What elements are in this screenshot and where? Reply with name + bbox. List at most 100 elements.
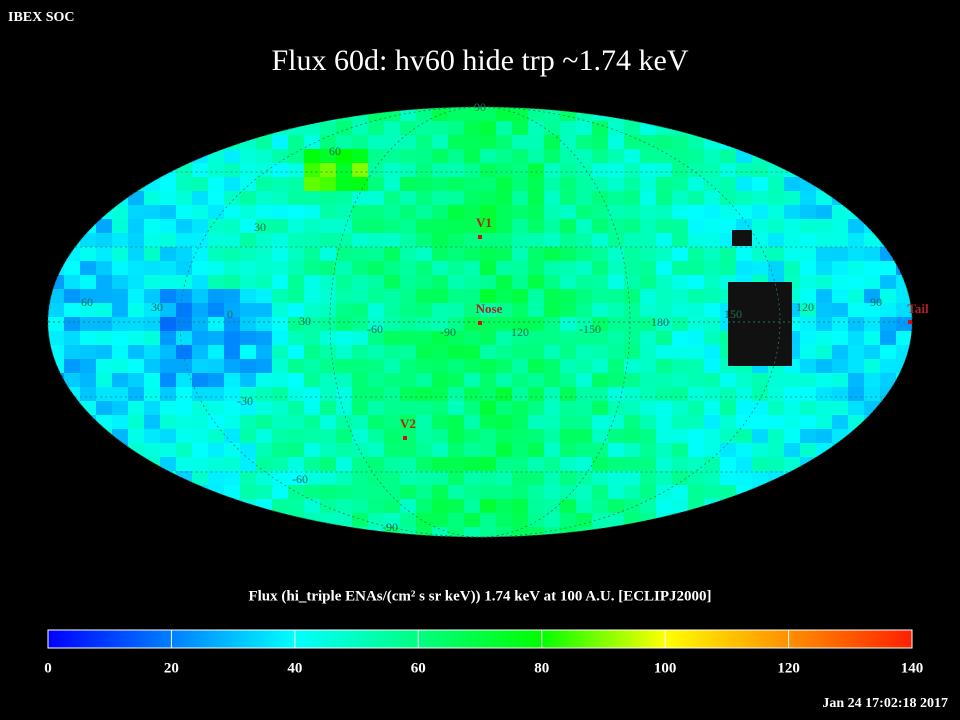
sky-pixel [592,457,608,471]
sky-pixel [320,359,336,373]
sky-pixel [368,135,384,149]
sky-pixel [48,485,64,499]
sky-pixel [528,177,544,191]
sky-pixel [784,121,800,135]
sky-pixel [96,191,112,205]
sky-pixel [352,387,368,401]
sky-pixel [704,233,720,247]
sky-pixel [416,303,432,317]
grid-label: 60 [81,295,93,309]
sky-pixel [704,527,720,537]
sky-pixel [208,373,224,387]
sky-pixel [624,247,640,261]
grid-label: 180 [651,315,669,329]
sky-pixel [192,359,208,373]
sky-pixel [224,485,240,499]
sky-pixel [368,457,384,471]
sky-pixel [272,275,288,289]
sky-pixel [752,513,768,527]
sky-pixel [592,401,608,415]
sky-pixel [576,527,592,537]
sky-pixel [672,247,688,261]
sky-pixel [672,219,688,233]
sky-pixel [320,163,336,177]
grid-label: -90 [382,520,398,534]
sky-pixel [848,443,864,457]
sky-pixel [736,401,752,415]
sky-pixel [384,513,400,527]
colorbar-tick-label: 120 [777,660,800,676]
marker-label: Tail [907,301,929,316]
sky-pixel [240,163,256,177]
sky-pixel [128,247,144,261]
sky-pixel [576,443,592,457]
sky-pixel [768,429,784,443]
sky-pixel [320,415,336,429]
grid-label: 90 [870,295,882,309]
sky-pixel [448,303,464,317]
sky-pixel [688,289,704,303]
sky-pixel [816,457,832,471]
sky-pixel [608,261,624,275]
sky-pixel [544,443,560,457]
sky-pixel [672,289,688,303]
sky-pixel [288,429,304,443]
sky-pixel [624,233,640,247]
sky-pixel [784,247,800,261]
sky-pixel [272,317,288,331]
sky-pixel [496,527,512,537]
sky-pixel [784,107,800,121]
sky-pixel [896,121,912,135]
sky-pixel [560,345,576,359]
sky-pixel [336,289,352,303]
grid-label: 30 [151,300,163,314]
sky-pixel [320,121,336,135]
sky-pixel [96,303,112,317]
sky-pixel [832,163,848,177]
sky-pixel [304,387,320,401]
sky-pixel [336,219,352,233]
sky-pixel [128,149,144,163]
sky-pixel [496,443,512,457]
sky-pixel [256,527,272,537]
sky-pixel [864,317,880,331]
sky-pixel [528,499,544,513]
sky-pixel [176,289,192,303]
sky-pixel [496,485,512,499]
sky-pixel [192,387,208,401]
sky-pixel [288,457,304,471]
sky-pixel [800,149,816,163]
sky-pixel [768,457,784,471]
sky-pixel [656,415,672,429]
sky-pixel [288,443,304,457]
sky-pixel [464,289,480,303]
colorbar-tick-label: 100 [654,660,677,676]
sky-pixel [864,527,880,537]
sky-pixel [448,107,464,121]
sky-pixel [672,499,688,513]
sky-pixel [464,527,480,537]
sky-pixel [176,345,192,359]
sky-pixel [336,345,352,359]
sky-pixel [544,429,560,443]
sky-pixel [48,233,64,247]
marker-label: V1 [476,215,492,230]
sky-pixel [208,107,224,121]
sky-pixel [320,149,336,163]
sky-pixel [896,345,912,359]
sky-pixel [304,163,320,177]
sky-pixel [112,373,128,387]
sky-pixel [400,163,416,177]
sky-pixel [464,485,480,499]
sky-pixel [368,303,384,317]
sky-pixel [608,485,624,499]
sky-pixel [528,191,544,205]
sky-pixel [752,205,768,219]
sky-pixel [464,303,480,317]
sky-pixel [272,149,288,163]
sky-pixel [544,303,560,317]
sky-pixel [576,191,592,205]
colorbar-tick-label: 140 [901,660,924,676]
sky-pixel [320,373,336,387]
sky-pixel [112,177,128,191]
